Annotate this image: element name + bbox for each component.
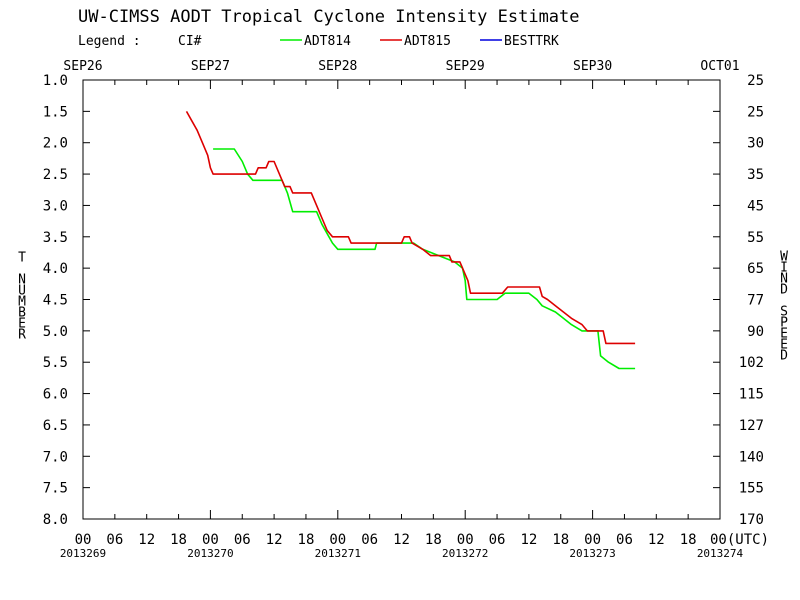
bottom-hour-label: 00 bbox=[75, 532, 92, 548]
right-tick-label: 45 bbox=[747, 198, 764, 214]
series-lines bbox=[185, 111, 636, 370]
chart-title: UW-CIMSS AODT Tropical Cyclone Intensity… bbox=[78, 7, 580, 27]
right-tick-label: 170 bbox=[739, 512, 764, 528]
bottom-julian-label: 2013272 bbox=[442, 547, 488, 560]
bottom-julian-labels: 2013269 2013270 2013271 2013272 2013273 20132… bbox=[60, 547, 744, 560]
top-date-label: SEP29 bbox=[446, 59, 485, 74]
left-tick-label: 6.0 bbox=[43, 387, 68, 403]
bottom-hour-label: 00 bbox=[202, 532, 219, 548]
right-tick-label: 30 bbox=[747, 136, 764, 152]
left-tick-label: 6.5 bbox=[43, 418, 68, 434]
bottom-hour-label: 06 bbox=[616, 532, 633, 548]
bottom-hour-label: 00 bbox=[329, 532, 346, 548]
bottom-hour-label: 18 bbox=[425, 532, 442, 548]
right-tick-label: 35 bbox=[747, 167, 764, 183]
legend-entry-label: ADT815 bbox=[404, 34, 451, 49]
top-date-label: SEP28 bbox=[318, 59, 357, 74]
top-date-labels: SEP26 SEP27 SEP28 SEP29 SEP30 OCT01 bbox=[63, 59, 739, 74]
left-tick-label: 4.5 bbox=[43, 293, 68, 309]
right-tick-labels: 25 25 30 35 45 55 65 77 90 102 115 127 140 155 170 bbox=[739, 73, 764, 528]
plot-frame bbox=[82, 79, 721, 520]
bottom-hour-label: 06 bbox=[361, 532, 378, 548]
bottom-hour-label: 00(UTC) bbox=[710, 532, 769, 548]
bottom-hour-label: 00 bbox=[457, 532, 474, 548]
right-tick-label: 65 bbox=[747, 261, 764, 277]
right-tick-label: 115 bbox=[739, 387, 764, 403]
bottom-hour-labels: 00 06 12 18 00 06 12 18 00 06 12 18 00 06 12 18 00 06 12 18… bbox=[75, 532, 769, 548]
series-line-adt815 bbox=[185, 111, 636, 345]
bottom-hour-label: 12 bbox=[138, 532, 155, 548]
legend-entry-label: ADT814 bbox=[304, 34, 351, 49]
right-tick-label: 55 bbox=[747, 230, 764, 246]
bottom-julian-label: 2013274 bbox=[697, 547, 744, 560]
bottom-julian-label: 2013273 bbox=[569, 547, 615, 560]
bottom-hour-label: 06 bbox=[489, 532, 506, 548]
legend-entry-label: BESTTRK bbox=[504, 34, 559, 49]
axis-ticks bbox=[82, 79, 721, 520]
bottom-hour-label: 12 bbox=[520, 532, 537, 548]
left-tick-label: 7.0 bbox=[43, 449, 68, 465]
left-tick-label: 1.0 bbox=[43, 73, 68, 89]
left-tick-label: 5.5 bbox=[43, 355, 68, 371]
top-date-label: SEP26 bbox=[63, 59, 102, 74]
right-tick-label: 25 bbox=[747, 104, 764, 120]
bottom-hour-label: 12 bbox=[648, 532, 665, 548]
top-date-label: SEP30 bbox=[573, 59, 612, 74]
bottom-hour-label: 12 bbox=[266, 532, 283, 548]
legend-title: Legend : bbox=[78, 34, 141, 49]
right-tick-label: 90 bbox=[747, 324, 764, 340]
bottom-julian-label: 2013269 bbox=[60, 547, 106, 560]
right-tick-label: 77 bbox=[747, 293, 764, 309]
left-tick-label: 2.5 bbox=[43, 167, 68, 183]
bottom-hour-label: 00 bbox=[584, 532, 601, 548]
left-tick-labels: 1.0 1.5 2.0 2.5 3.0 3.5 4.0 4.5 5.0 5.5 6.0 6.5 7.0 7… bbox=[43, 73, 68, 528]
bottom-hour-label: 18 bbox=[552, 532, 569, 548]
right-tick-label: 127 bbox=[739, 418, 764, 434]
bottom-hour-label: 06 bbox=[234, 532, 251, 548]
left-tick-label: 5.0 bbox=[43, 324, 68, 340]
left-tick-label: 2.0 bbox=[43, 136, 68, 152]
left-tick-label: 7.5 bbox=[43, 481, 68, 497]
left-tick-label: 4.0 bbox=[43, 261, 68, 277]
left-tick-label: 1.5 bbox=[43, 104, 68, 120]
bottom-julian-label: 2013270 bbox=[187, 547, 233, 560]
left-tick-label: 3.5 bbox=[43, 230, 68, 246]
bottom-hour-label: 18 bbox=[170, 532, 187, 548]
right-tick-label: 102 bbox=[739, 355, 764, 371]
series-line-adt814 bbox=[213, 148, 636, 370]
bottom-hour-label: 18 bbox=[680, 532, 697, 548]
left-tick-label: 3.0 bbox=[43, 198, 68, 214]
legend: Legend : CI# ADT814 ADT815 BESTTRK bbox=[78, 34, 559, 49]
right-tick-label: 140 bbox=[739, 449, 764, 465]
left-tick-label: 8.0 bbox=[43, 512, 68, 528]
bottom-hour-label: 12 bbox=[393, 532, 410, 548]
legend-quantity: CI# bbox=[178, 34, 202, 49]
right-tick-label: 25 bbox=[747, 73, 764, 89]
right-tick-label: 155 bbox=[739, 481, 764, 497]
bottom-hour-label: 06 bbox=[106, 532, 123, 548]
bottom-hour-label: 18 bbox=[298, 532, 315, 548]
bottom-julian-label: 2013271 bbox=[315, 547, 361, 560]
top-date-label: SEP27 bbox=[191, 59, 230, 74]
top-date-label: OCT01 bbox=[700, 59, 739, 74]
